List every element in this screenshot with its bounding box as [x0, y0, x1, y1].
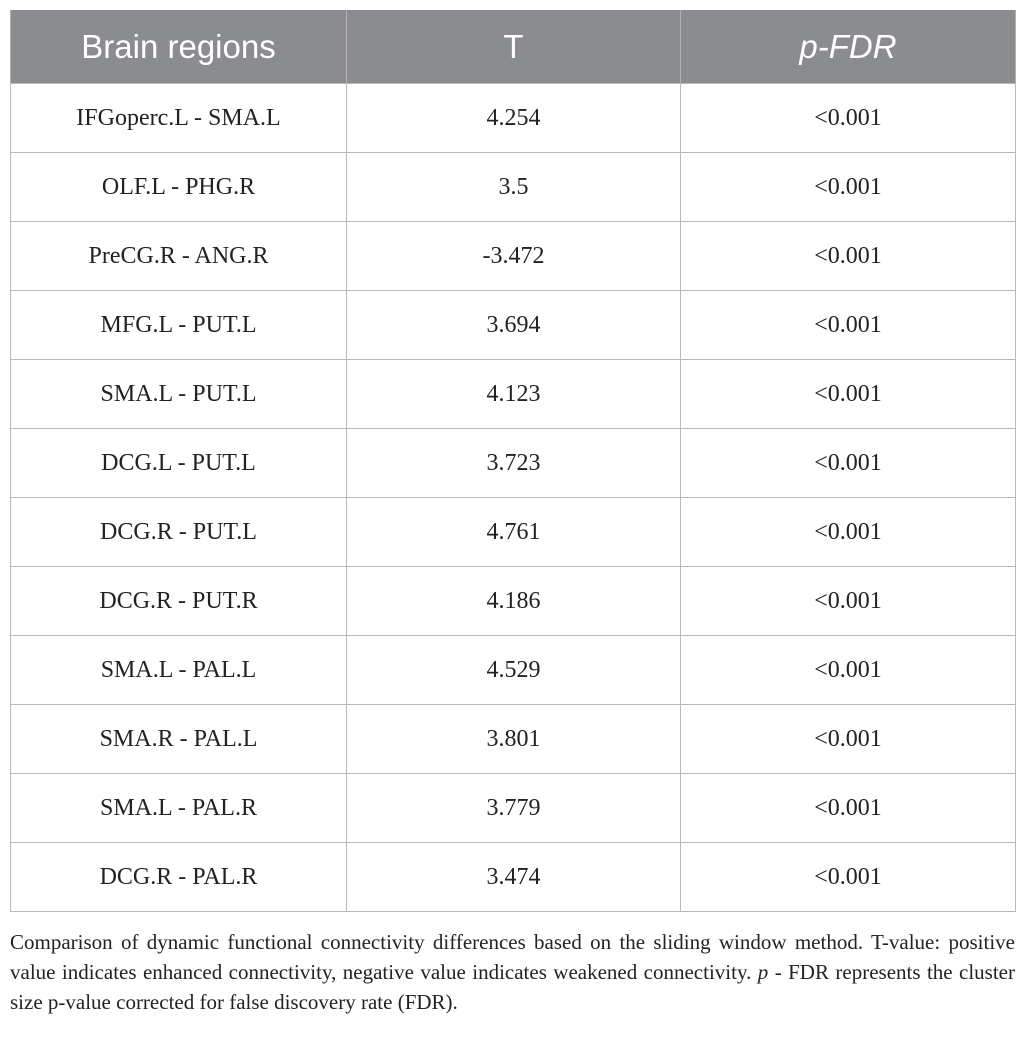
cell-p-fdr: <0.001	[680, 359, 1016, 429]
caption-p-symbol: p	[757, 960, 769, 984]
table-body: IFGoperc.L - SMA.L 4.254 <0.001 OLF.L - PHG…	[10, 83, 1016, 912]
table-row: MFG.L - PUT.L 3.694 <0.001	[10, 290, 1016, 360]
table-row: SMA.L - PAL.L 4.529 <0.001	[10, 635, 1016, 705]
cell-brain-region: SMA.L - PUT.L	[10, 359, 347, 429]
cell-brain-region: SMA.L - PAL.R	[10, 773, 347, 843]
cell-brain-region: DCG.R - PAL.R	[10, 842, 347, 912]
cell-brain-region: SMA.L - PAL.L	[10, 635, 347, 705]
table-row: SMA.L - PUT.L 4.123 <0.001	[10, 359, 1016, 429]
cell-p-fdr: <0.001	[680, 83, 1016, 153]
cell-brain-region: MFG.L - PUT.L	[10, 290, 347, 360]
table-row: PreCG.R - ANG.R -3.472 <0.001	[10, 221, 1016, 291]
table-row: SMA.L - PAL.R 3.779 <0.001	[10, 773, 1016, 843]
cell-t-value: 4.186	[346, 566, 681, 636]
cell-p-fdr: <0.001	[680, 497, 1016, 567]
table-row: DCG.R - PAL.R 3.474 <0.001	[10, 842, 1016, 912]
cell-p-fdr: <0.001	[680, 635, 1016, 705]
table-row: IFGoperc.L - SMA.L 4.254 <0.001	[10, 83, 1016, 153]
cell-t-value: 3.801	[346, 704, 681, 774]
cell-t-value: 3.779	[346, 773, 681, 843]
cell-p-fdr: <0.001	[680, 428, 1016, 498]
cell-t-value: 3.694	[346, 290, 681, 360]
table-row: OLF.L - PHG.R 3.5 <0.001	[10, 152, 1016, 222]
cell-p-fdr: <0.001	[680, 704, 1016, 774]
cell-brain-region: OLF.L - PHG.R	[10, 152, 347, 222]
header-brain-regions: Brain regions	[10, 10, 347, 84]
cell-t-value: 4.761	[346, 497, 681, 567]
table-row: DCG.L - PUT.L 3.723 <0.001	[10, 428, 1016, 498]
results-table: Brain regions T p-FDR IFGoperc.L - SMA.L…	[10, 10, 1016, 912]
cell-p-fdr: <0.001	[680, 566, 1016, 636]
results-table-container: Brain regions T p-FDR IFGoperc.L - SMA.L…	[10, 10, 1016, 912]
cell-t-value: 4.529	[346, 635, 681, 705]
cell-t-value: 3.723	[346, 428, 681, 498]
caption-text-1: Comparison of dynamic functional connect…	[10, 930, 1015, 984]
cell-t-value: 3.474	[346, 842, 681, 912]
table-row: DCG.R - PUT.R 4.186 <0.001	[10, 566, 1016, 636]
header-p-fdr: p-FDR	[680, 10, 1016, 84]
table-caption: Comparison of dynamic functional connect…	[10, 927, 1015, 1017]
cell-t-value: 4.123	[346, 359, 681, 429]
cell-p-fdr: <0.001	[680, 221, 1016, 291]
table-row: SMA.R - PAL.L 3.801 <0.001	[10, 704, 1016, 774]
cell-brain-region: DCG.R - PUT.R	[10, 566, 347, 636]
table-header-row: Brain regions T p-FDR	[10, 10, 1016, 84]
cell-brain-region: DCG.R - PUT.L	[10, 497, 347, 567]
table-row: DCG.R - PUT.L 4.761 <0.001	[10, 497, 1016, 567]
cell-t-value: 3.5	[346, 152, 681, 222]
cell-brain-region: SMA.R - PAL.L	[10, 704, 347, 774]
cell-t-value: -3.472	[346, 221, 681, 291]
cell-t-value: 4.254	[346, 83, 681, 153]
cell-p-fdr: <0.001	[680, 773, 1016, 843]
header-t: T	[346, 10, 681, 84]
cell-brain-region: PreCG.R - ANG.R	[10, 221, 347, 291]
cell-brain-region: DCG.L - PUT.L	[10, 428, 347, 498]
cell-p-fdr: <0.001	[680, 290, 1016, 360]
cell-brain-region: IFGoperc.L - SMA.L	[10, 83, 347, 153]
caption-text-2: - FDR represents the cluster size p-valu…	[10, 960, 1016, 1014]
cell-p-fdr: <0.001	[680, 842, 1016, 912]
cell-p-fdr: <0.001	[680, 152, 1016, 222]
